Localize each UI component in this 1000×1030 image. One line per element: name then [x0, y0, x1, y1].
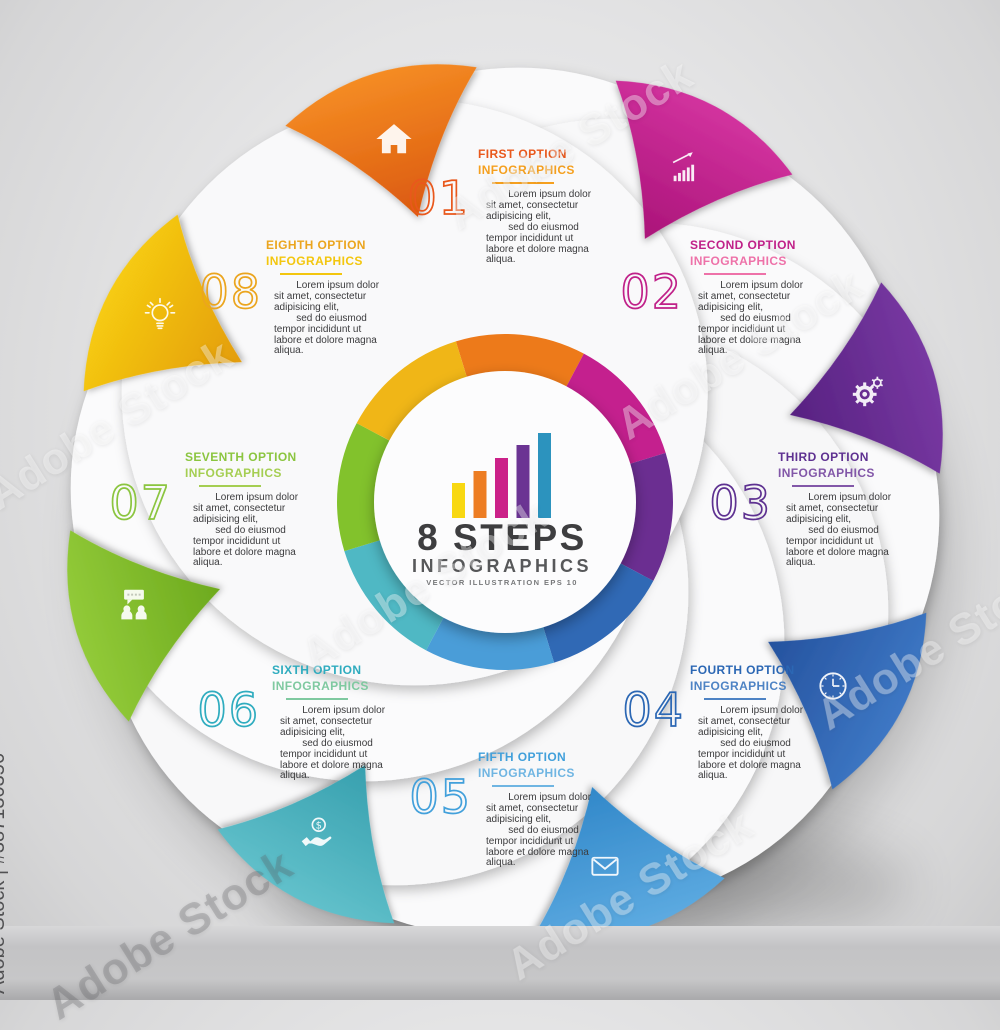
- step-title: THIRD OPTION: [778, 450, 869, 464]
- step-subtitle: INFOGRAPHICS: [478, 163, 575, 177]
- divider: [704, 273, 766, 275]
- step-title: SEVENTH OPTION: [185, 450, 297, 464]
- step-2-number: 02: [620, 265, 683, 319]
- step-8-number: 08: [199, 265, 262, 319]
- step-7-block: SEVENTH OPTION INFOGRAPHICS Lorem ipsum …: [185, 449, 307, 569]
- step-subtitle: INFOGRAPHICS: [690, 254, 787, 268]
- step-body-text: Lorem ipsum dolor sit amet, consectetur …: [193, 492, 299, 569]
- stock-id-watermark: Adobe Stock | #387130356: [0, 753, 9, 994]
- step-subtitle: INFOGRAPHICS: [266, 254, 363, 268]
- step-1-wedge: [285, 64, 477, 218]
- footer-band: [0, 926, 1000, 1000]
- step-7-number: 07: [109, 476, 172, 530]
- ring-segment-2: [553, 353, 666, 472]
- ring-segment-4: [535, 550, 654, 663]
- divider: [286, 698, 348, 700]
- step-body-text: Lorem ipsum dolor sit amet, consectetur …: [698, 705, 804, 782]
- step-title: FOURTH OPTION: [690, 663, 795, 677]
- center-note: VECTOR ILLUSTRATION EPS 10: [426, 578, 578, 587]
- step-title: FIFTH OPTION: [478, 750, 567, 764]
- step-subtitle: INFOGRAPHICS: [185, 466, 282, 480]
- step-6-block: SIXTH OPTION INFOGRAPHICS Lorem ipsum do…: [272, 662, 394, 782]
- step-subtitle: INFOGRAPHICS: [690, 679, 787, 693]
- step-title: EIGHTH OPTION: [266, 238, 366, 252]
- step-2-wedge: [615, 80, 793, 239]
- divider: [704, 698, 766, 700]
- ring-segment-6: [344, 532, 457, 651]
- logo-bar-2: [473, 471, 487, 518]
- step-3-number: 03: [709, 476, 772, 530]
- step-body-text: Lorem ipsum dolor sit amet, consectetur …: [486, 189, 592, 266]
- step-1-block: FIRST OPTION INFOGRAPHICS Lorem ipsum do…: [478, 146, 600, 266]
- step-2-block: SECOND OPTION INFOGRAPHICS Lorem ipsum d…: [690, 237, 812, 357]
- divider: [280, 273, 342, 275]
- step-5-number: 05: [409, 770, 472, 824]
- step-body-text: Lorem ipsum dolor sit amet, consectetur …: [274, 280, 380, 357]
- step-5-block: FIFTH OPTION INFOGRAPHICS Lorem ipsum do…: [478, 749, 600, 869]
- center-subtitle: INFOGRAPHICS: [412, 556, 592, 576]
- step-4-block: FOURTH OPTION INFOGRAPHICS Lorem ipsum d…: [690, 662, 812, 782]
- step-title: SECOND OPTION: [690, 238, 796, 252]
- step-subtitle: INFOGRAPHICS: [778, 466, 875, 480]
- step-7-wedge: [67, 530, 221, 722]
- step-4-wedge: [768, 612, 927, 790]
- infographic-canvas: $: [67, 64, 945, 970]
- step-title: FIRST OPTION: [478, 147, 567, 161]
- logo-bar-4: [516, 445, 530, 518]
- step-1-number: 01: [407, 171, 470, 225]
- step-3-block: THIRD OPTION INFOGRAPHICS Lorem ipsum do…: [778, 449, 900, 569]
- step-body-text: Lorem ipsum dolor sit amet, consectetur …: [486, 792, 592, 869]
- step-title: SIXTH OPTION: [272, 663, 362, 677]
- step-subtitle: INFOGRAPHICS: [272, 679, 369, 693]
- step-8-wedge: [83, 214, 242, 392]
- logo-bar-1: [452, 483, 465, 518]
- step-body-text: Lorem ipsum dolor sit amet, consectetur …: [698, 280, 804, 357]
- step-subtitle: INFOGRAPHICS: [478, 766, 575, 780]
- ring-segment-8: [356, 341, 475, 454]
- logo-bar-5: [538, 433, 551, 518]
- center-logo-bars: [452, 433, 551, 518]
- step-body-text: Lorem ipsum dolor sit amet, consectetur …: [280, 705, 386, 782]
- step-3-wedge: [789, 282, 943, 474]
- divider: [492, 182, 554, 184]
- divider: [792, 485, 854, 487]
- logo-bar-3: [495, 458, 508, 518]
- step-body-text: Lorem ipsum dolor sit amet, consectetur …: [786, 492, 892, 569]
- step-5-wedge: [533, 786, 725, 940]
- divider: [492, 785, 554, 787]
- center-title: 8 STEPS: [417, 517, 587, 558]
- divider: [199, 485, 261, 487]
- step-8-block: EIGHTH OPTION INFOGRAPHICS Lorem ipsum d…: [266, 237, 388, 357]
- step-4-number: 04: [622, 683, 685, 737]
- step-numbers: 01 02 03 04 05 06 07 08: [109, 170, 772, 825]
- step-6-number: 06: [197, 683, 260, 737]
